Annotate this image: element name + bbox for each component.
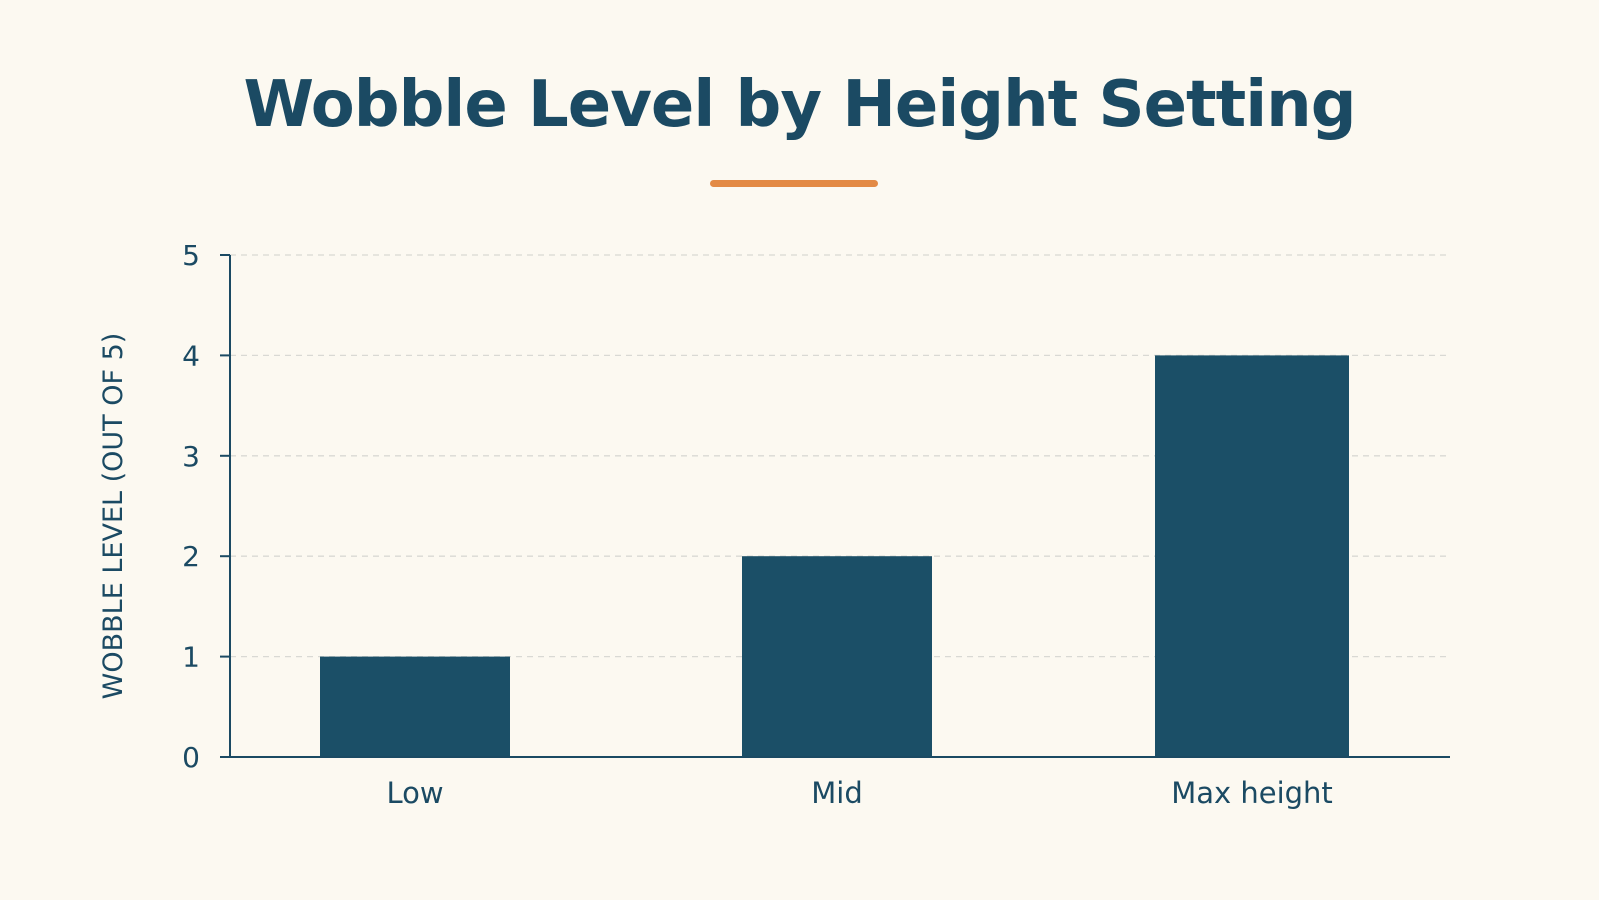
bars (320, 355, 1349, 757)
y-tick-label: 2 (182, 540, 200, 573)
y-tick-label: 1 (182, 641, 200, 674)
x-tick-label: Low (386, 776, 443, 810)
y-tick-label: 5 (182, 239, 200, 272)
y-tick-label: 4 (182, 339, 200, 372)
chart-title: Wobble Level by Height Setting (243, 68, 1356, 142)
y-axis-title: WOBBLE LEVEL (OUT OF 5) (98, 333, 129, 700)
bar-max-height (1155, 355, 1349, 757)
y-tick-marks (220, 254, 230, 758)
y-tick-labels: 0 1 2 3 4 5 (182, 239, 200, 774)
y-tick-label: 3 (182, 440, 200, 473)
x-tick-labels: Low Mid Max height (386, 776, 1332, 810)
bar-mid (742, 556, 932, 757)
title-accent-rule (710, 180, 878, 187)
y-tick-label: 0 (182, 741, 200, 774)
bar-low (320, 656, 510, 757)
x-tick-label: Max height (1171, 776, 1333, 810)
x-tick-label: Mid (811, 776, 863, 810)
